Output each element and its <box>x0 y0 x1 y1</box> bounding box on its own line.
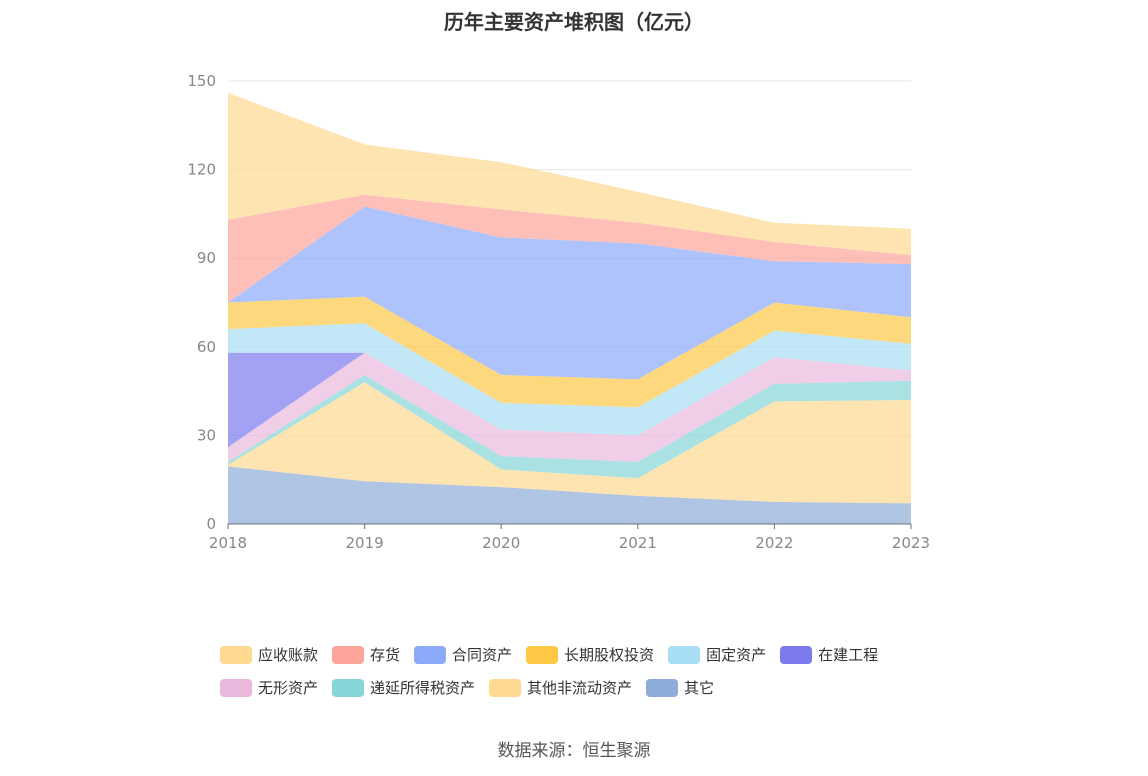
legend-item[interactable]: 在建工程 <box>780 644 878 665</box>
legend-row: 应收账款 存货 合同资产 长期股权投资 固定资产 在建工程 <box>220 638 940 671</box>
y-tick-label: 90 <box>197 249 216 267</box>
legend-swatch <box>414 645 447 664</box>
legend-swatch <box>220 678 252 697</box>
area-其它 <box>228 466 911 524</box>
chart-title: 历年主要资产堆积图（亿元） <box>444 10 704 34</box>
area-长期股权投资 <box>228 296 911 408</box>
legend-swatch <box>332 645 365 664</box>
legend-item[interactable]: 其它 <box>646 677 714 698</box>
legend-item[interactable]: 固定资产 <box>668 644 766 665</box>
area-在建工程 <box>228 352 911 448</box>
legend-swatch <box>526 645 559 664</box>
legend-swatch <box>646 678 679 697</box>
legend-item[interactable]: 递延所得税资产 <box>332 677 475 698</box>
area-应收账款 <box>228 92 911 256</box>
x-tick-label: 2021 <box>619 534 657 552</box>
y-tick-label: 0 <box>206 515 216 533</box>
y-tick-label: 30 <box>197 426 216 444</box>
x-tick-label: 2022 <box>755 534 793 552</box>
legend-item[interactable]: 存货 <box>332 644 400 665</box>
area-存货 <box>228 194 911 303</box>
legend-item[interactable]: 其他非流动资产 <box>489 677 632 698</box>
legend-item[interactable]: 无形资产 <box>220 677 318 698</box>
x-tick-label: 2023 <box>892 534 930 552</box>
legend-label: 长期股权投资 <box>564 646 655 664</box>
area-其他非流动资产 <box>228 382 911 504</box>
legend-item[interactable]: 应收账款 <box>220 644 318 665</box>
legend-item[interactable]: 合同资产 <box>414 644 512 665</box>
legend-label: 合同资产 <box>452 646 513 664</box>
legend-swatch <box>489 678 522 697</box>
legend: 应收账款 存货 合同资产 长期股权投资 固定资产 在建工程 无形资产 递延所得税资产 其他非流… <box>220 638 940 704</box>
source-note: 数据来源：恒生聚源 <box>497 741 651 761</box>
x-tick-label: 2019 <box>346 534 384 552</box>
axes: 0 30 60 90 120 150 2018 2019 2020 2021 2022 2023 <box>187 72 930 552</box>
x-tick-label: 2018 <box>209 534 247 552</box>
area-固定资产 <box>228 323 911 436</box>
x-tick-label: 2020 <box>482 534 520 552</box>
stacked-area-chart: 0 30 60 90 120 150 2018 2019 2020 2021 2022 2023 <box>187 72 930 552</box>
area-无形资产 <box>228 352 911 462</box>
legend-label: 无形资产 <box>258 679 319 697</box>
legend-label: 在建工程 <box>818 646 879 664</box>
area-series <box>228 92 911 524</box>
legend-label: 其他非流动资产 <box>527 679 633 697</box>
legend-swatch <box>332 678 365 697</box>
area-合同资产 <box>228 206 911 380</box>
legend-label: 存货 <box>370 646 401 664</box>
legend-row: 无形资产 递延所得税资产 其他非流动资产 其它 <box>220 671 940 704</box>
legend-swatch <box>220 645 252 664</box>
legend-item[interactable]: 长期股权投资 <box>526 644 654 665</box>
legend-swatch <box>668 645 701 664</box>
legend-label: 固定资产 <box>706 646 767 664</box>
y-tick-label: 150 <box>187 72 216 90</box>
legend-label: 应收账款 <box>258 646 319 664</box>
area-递延所得税资产 <box>228 374 911 479</box>
legend-label: 其它 <box>684 679 715 697</box>
legend-swatch <box>780 645 813 664</box>
y-tick-label: 120 <box>187 161 216 179</box>
y-tick-label: 60 <box>197 338 216 356</box>
legend-label: 递延所得税资产 <box>370 679 476 697</box>
